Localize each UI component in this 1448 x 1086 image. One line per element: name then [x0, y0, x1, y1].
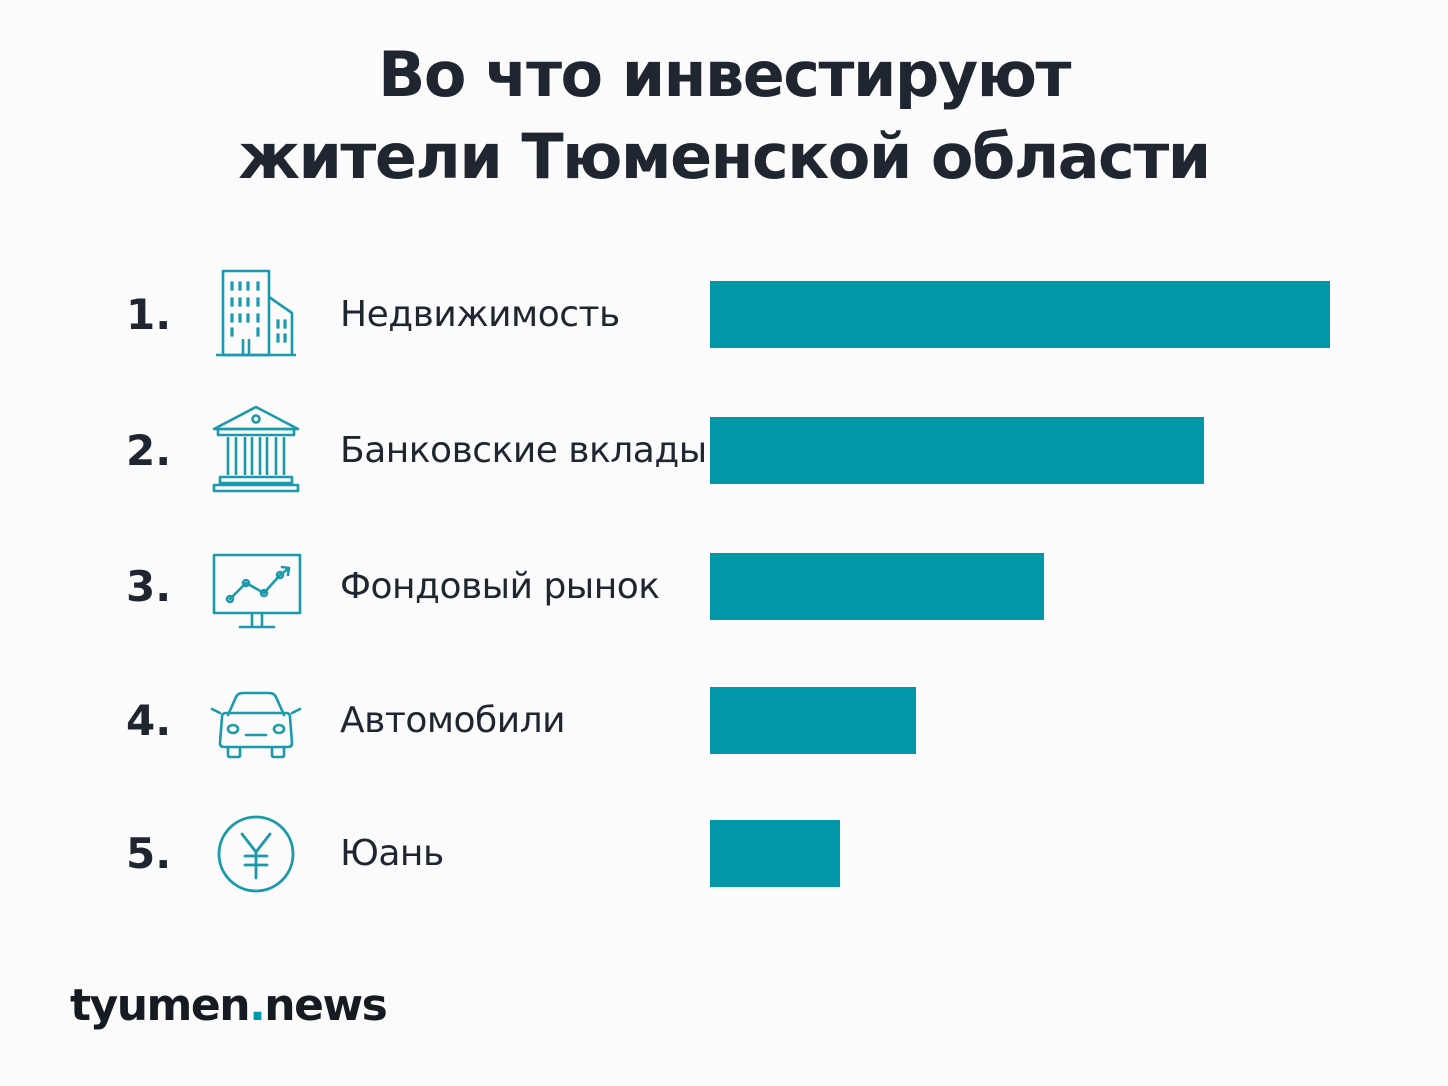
title-line-2: жители Тюменской области: [238, 120, 1211, 193]
chart-row: 1. Недвижимость: [0, 265, 1448, 365]
category-label: Банковские вклады: [340, 430, 707, 471]
bar-bankovskie-vklady: [710, 417, 1204, 484]
brand-logo: tyumen.news: [70, 980, 388, 1031]
chart-row: 4. Автомобили: [0, 671, 1448, 771]
bar-avtomobili: [710, 687, 916, 754]
rank-label: 4.: [126, 696, 172, 745]
bank-icon: [208, 405, 304, 497]
brand-name-right: news: [264, 980, 388, 1031]
bar-nedvizhimost: [710, 281, 1330, 348]
rank-label: 2.: [126, 426, 172, 475]
page-title: Во что инвестируют жители Тюменской обла…: [0, 34, 1448, 198]
chart-row: 3. Фондовый рынок: [0, 537, 1448, 637]
rank-label: 3.: [126, 562, 172, 611]
stock-chart-monitor-icon: [208, 541, 304, 633]
bar-yuan: [710, 820, 840, 887]
rank-label: 1.: [126, 290, 172, 339]
category-label: Недвижимость: [340, 294, 620, 335]
rank-label: 5.: [126, 829, 172, 878]
category-label: Юань: [340, 833, 444, 874]
chart-row: 2. Банковские вклады: [0, 401, 1448, 501]
building-icon: [208, 269, 304, 361]
yuan-coin-icon: [208, 808, 304, 900]
title-line-1: Во что инвестируют: [378, 38, 1071, 111]
chart-row: 5. Юань: [0, 804, 1448, 904]
bar-fondovyy-rynok: [710, 553, 1044, 620]
brand-dot: .: [249, 980, 266, 1031]
brand-name-left: tyumen: [70, 980, 251, 1031]
category-label: Фондовый рынок: [340, 566, 660, 607]
car-icon: [208, 675, 304, 767]
category-label: Автомобили: [340, 700, 566, 741]
